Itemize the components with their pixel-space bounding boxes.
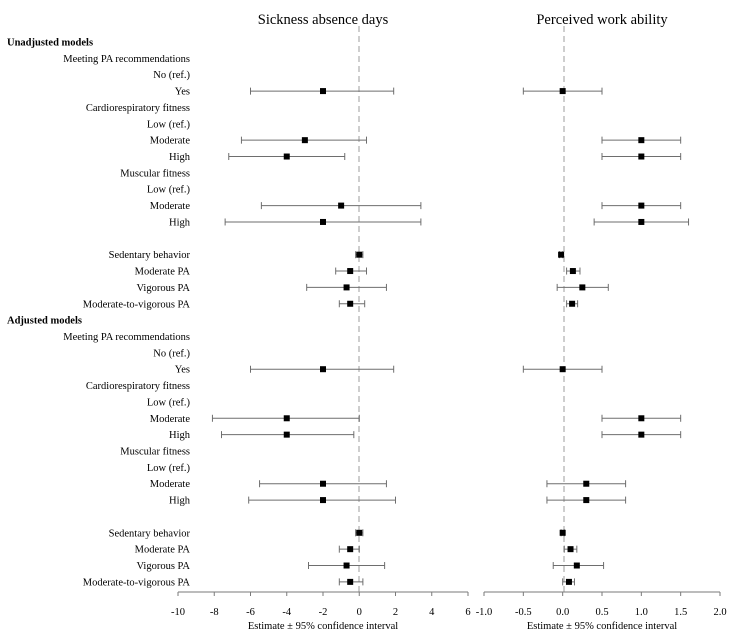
row-label: Cardiorespiratory fitness bbox=[86, 103, 190, 114]
x-axis-label: Estimate ± 95% confidence interval bbox=[248, 621, 398, 632]
point-estimate bbox=[356, 529, 363, 536]
row-label: Moderate PA bbox=[135, 545, 191, 556]
point-estimate bbox=[320, 88, 326, 95]
point-estimate bbox=[347, 300, 354, 307]
row-label: Sedentary behavior bbox=[109, 528, 191, 539]
point-estimate bbox=[583, 480, 590, 487]
point-estimate bbox=[583, 497, 590, 504]
x-tick-label: 0.5 bbox=[595, 607, 608, 618]
row-label: High bbox=[169, 152, 191, 163]
point-estimate bbox=[638, 202, 645, 209]
point-estimate bbox=[283, 153, 290, 160]
x-tick-label: -2 bbox=[319, 607, 328, 618]
x-tick-label: -1.0 bbox=[476, 607, 493, 618]
row-label: Meeting PA recommendations bbox=[63, 54, 190, 65]
point-estimate bbox=[569, 268, 576, 275]
point-estimate bbox=[343, 562, 350, 569]
row-label: Moderate bbox=[150, 201, 191, 212]
row-label: Sedentary behavior bbox=[109, 250, 191, 261]
row-label: Moderate bbox=[150, 414, 191, 425]
point-estimate bbox=[559, 88, 566, 95]
point-estimate bbox=[638, 137, 645, 144]
point-estimate bbox=[559, 529, 566, 536]
row-labels: Unadjusted models Meeting PA recommendati… bbox=[7, 38, 191, 589]
panel-title-sickness-absence: Sickness absence days bbox=[258, 12, 389, 28]
row-label: Yes bbox=[175, 365, 190, 376]
x-tick-label: -8 bbox=[210, 607, 219, 618]
point-estimate bbox=[638, 153, 645, 160]
row-label: Muscular fitness bbox=[120, 168, 190, 179]
panel-title-work-ability: Perceived work ability bbox=[536, 12, 668, 28]
point-estimate bbox=[343, 284, 350, 291]
row-label: No (ref.) bbox=[153, 70, 190, 81]
point-estimate bbox=[301, 137, 308, 144]
row-label: Moderate PA bbox=[135, 267, 191, 278]
x-tick-label: 0.0 bbox=[556, 607, 569, 618]
point-estimate bbox=[573, 562, 580, 569]
point-estimate bbox=[559, 366, 566, 373]
point-estimate bbox=[569, 300, 576, 307]
point-estimate bbox=[283, 415, 290, 422]
x-tick-label: -0.5 bbox=[515, 607, 532, 618]
x-tick-label: -10 bbox=[171, 607, 185, 618]
point-estimate bbox=[565, 578, 572, 585]
section-label: Unadjusted models bbox=[7, 38, 93, 49]
point-estimate bbox=[283, 431, 290, 438]
estimates bbox=[522, 87, 690, 586]
row-label: High bbox=[169, 496, 191, 507]
row-label: Low (ref.) bbox=[147, 119, 191, 130]
point-estimate bbox=[567, 546, 574, 553]
row-label: Low (ref.) bbox=[147, 397, 191, 408]
row-label: High bbox=[169, 217, 191, 228]
x-tick-label: 4 bbox=[429, 607, 435, 618]
x-tick-label: 6 bbox=[465, 607, 470, 618]
point-estimate bbox=[320, 218, 326, 225]
x-tick-label: 2 bbox=[393, 607, 398, 618]
x-axis-label: Estimate ± 95% confidence interval bbox=[527, 621, 677, 632]
row-label: Low (ref.) bbox=[147, 463, 191, 474]
estimates bbox=[211, 87, 422, 586]
x-axis-ticks: -1.0 -0.5 0.0 0.5 1.0 1.5 2.0 bbox=[476, 592, 727, 618]
point-estimate bbox=[579, 284, 586, 291]
section-label: Adjusted models bbox=[7, 316, 82, 327]
row-label: Moderate bbox=[150, 479, 191, 490]
point-estimate bbox=[338, 202, 345, 209]
row-label: Vigorous PA bbox=[136, 561, 190, 572]
point-estimate bbox=[558, 251, 565, 258]
x-tick-label: 1.0 bbox=[635, 607, 648, 618]
row-label: Meeting PA recommendations bbox=[63, 332, 190, 343]
point-estimate bbox=[638, 218, 645, 225]
point-estimate bbox=[347, 546, 354, 553]
row-label: Yes bbox=[175, 87, 190, 98]
row-label: High bbox=[169, 430, 191, 441]
panel-sickness-absence: Sickness absence days -10 -8 -6 -4 -2 0 2 4 6 Es… bbox=[171, 12, 471, 632]
row-label: Moderate-to-vigorous PA bbox=[83, 577, 191, 588]
point-estimate bbox=[320, 480, 326, 487]
row-label: Cardiorespiratory fitness bbox=[86, 381, 190, 392]
x-tick-label: 0 bbox=[357, 607, 362, 618]
point-estimate bbox=[347, 268, 354, 275]
row-label: No (ref.) bbox=[153, 348, 190, 359]
x-axis-ticks: -10 -8 -6 -4 -2 0 2 4 6 bbox=[171, 592, 471, 618]
row-label: Muscular fitness bbox=[120, 447, 190, 458]
point-estimate bbox=[320, 366, 326, 373]
x-tick-label: -4 bbox=[282, 607, 291, 618]
point-estimate bbox=[638, 415, 645, 422]
x-tick-label: 2.0 bbox=[713, 607, 726, 618]
panel-work-ability: Perceived work ability -1.0 -0.5 0.0 0.5 1.0… bbox=[476, 12, 727, 632]
x-tick-label: -6 bbox=[246, 607, 255, 618]
point-estimate bbox=[347, 578, 354, 585]
row-label: Moderate bbox=[150, 136, 191, 147]
row-label: Low (ref.) bbox=[147, 185, 191, 196]
point-estimate bbox=[320, 497, 326, 504]
row-label: Moderate-to-vigorous PA bbox=[83, 299, 191, 310]
row-label: Vigorous PA bbox=[136, 283, 190, 294]
point-estimate bbox=[356, 251, 363, 258]
point-estimate bbox=[638, 431, 645, 438]
x-tick-label: 1.5 bbox=[674, 607, 687, 618]
